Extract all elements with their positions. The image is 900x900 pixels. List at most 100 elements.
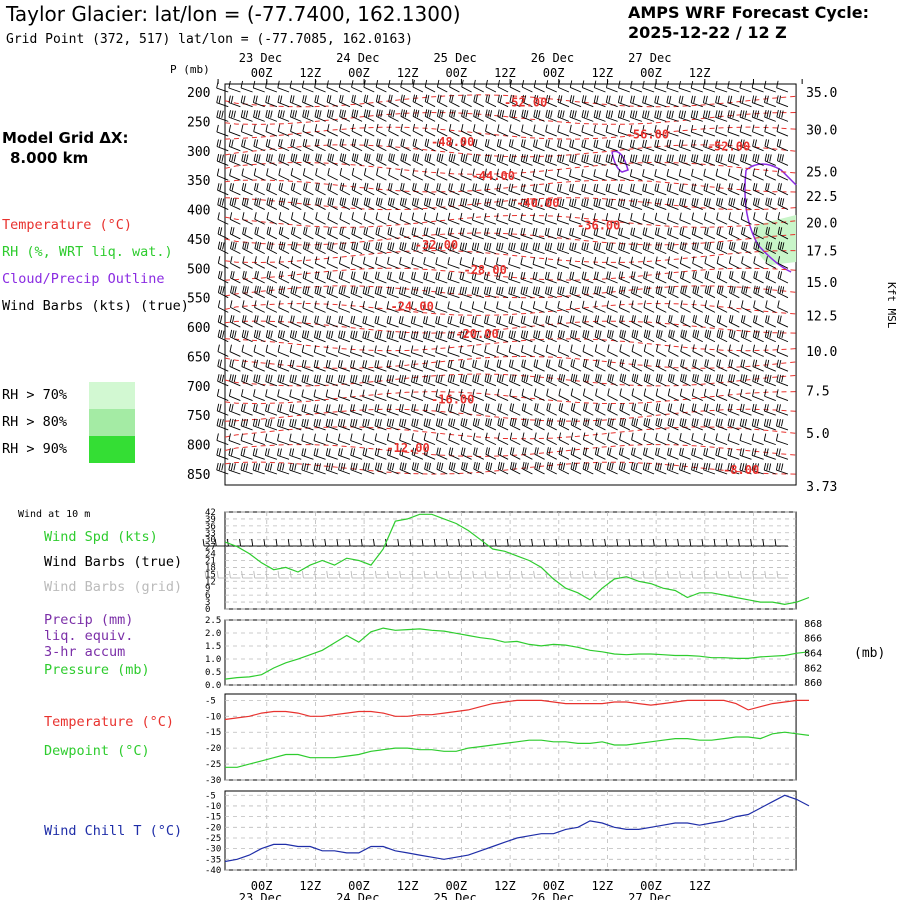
wind-barb: [484, 337, 497, 343]
wind-barb-flag: [242, 226, 245, 235]
wind-barb-flag: [350, 404, 353, 412]
wind-barb-flag: [268, 241, 272, 250]
sounding-panel: 2002503003504004505005506006507007508008…: [170, 51, 898, 900]
wind-barb: [291, 204, 302, 210]
wind-barb: [520, 307, 533, 313]
wind-barb-flag: [277, 418, 280, 427]
wind-barb-flag: [535, 315, 538, 324]
wind-barb-flag: [243, 110, 246, 118]
wind-barb-flag: [703, 433, 706, 441]
wind-barb-flag: [508, 257, 511, 265]
wind-barb: [423, 425, 436, 431]
wind-barb-flag: [352, 360, 355, 368]
wind-barb-flag: [217, 374, 220, 382]
wind-barb-flag: [386, 301, 390, 309]
wind-barb-flag: [607, 373, 610, 381]
wind-barb-flag: [671, 463, 675, 471]
wind-barb: [727, 116, 740, 122]
wind-barb-flag: [411, 242, 414, 250]
wind-barb-flag: [508, 271, 511, 280]
wind-barb-flag: [755, 286, 758, 294]
wind-barb-flag: [290, 197, 294, 205]
wind-barb-flag: [756, 374, 760, 383]
wind-barb-flag: [266, 300, 269, 308]
wind-barb: [362, 337, 375, 343]
temp-panel-y-tick: -20: [205, 744, 221, 754]
wind-barb: [509, 424, 521, 431]
wind-barb-flag: [572, 403, 576, 411]
wind-barb-flag: [366, 183, 369, 191]
wind-barb-flag: [691, 227, 695, 235]
wind-barb: [569, 263, 582, 269]
wind-barb-flag: [682, 374, 685, 382]
wind-barb-flag: [691, 433, 694, 441]
wind-barb-flag: [704, 314, 708, 323]
wind-barb-flag: [265, 139, 269, 147]
wind-barb: [485, 424, 497, 431]
wind-barb-flag: [399, 212, 403, 220]
wind-barb-flag: [463, 95, 466, 103]
wind-barb: [522, 468, 533, 475]
wind-barb-flag: [594, 315, 597, 323]
wind-barb: [314, 87, 326, 93]
wind-barb: [472, 263, 484, 269]
wind-barb: [217, 395, 229, 401]
wind-barb-flag: [353, 183, 357, 191]
wind-barb: [618, 278, 630, 284]
wind-barb-flag: [681, 242, 685, 250]
wind-barb-flag: [391, 375, 394, 383]
wind-barb-flag: [414, 183, 417, 191]
wind-barb-flag: [752, 389, 755, 397]
wind-barb: [314, 277, 326, 284]
wind-barb-flag: [240, 418, 244, 426]
wind-barb-flag: [754, 374, 757, 382]
wind-barb: [447, 322, 460, 328]
wind-barb-flag: [411, 256, 414, 265]
wind-barb: [242, 307, 253, 313]
wind-barb-flag: [447, 212, 451, 220]
wind-barb-flag: [484, 315, 487, 324]
wind-barb: [253, 410, 265, 416]
surface-wind-barb: [652, 538, 655, 547]
wind-barb-flag: [423, 286, 426, 294]
wind-barb-flag: [282, 286, 286, 294]
wind-barb-flag: [753, 285, 756, 293]
wind-barb-flag: [266, 315, 269, 323]
wind-barb-flag: [411, 418, 414, 426]
wind-barb-flag: [290, 138, 293, 147]
wind-barb-flag: [306, 330, 310, 339]
wind-barb-flag: [325, 404, 329, 412]
wind-barb: [472, 410, 484, 416]
wind-barb: [351, 101, 363, 108]
wind-barb-flag: [681, 139, 684, 148]
wind-barb: [691, 439, 703, 446]
wind-barb: [277, 116, 290, 122]
wind-barb-flag: [416, 198, 419, 206]
wind-barb: [557, 175, 570, 181]
wind-barb: [569, 307, 582, 313]
wind-barb-flag: [294, 463, 297, 471]
wind-barb-flag: [277, 330, 281, 338]
wind-barb: [265, 102, 278, 108]
wind-barb-flag: [678, 154, 682, 162]
wind-barb: [643, 277, 655, 284]
wind-barb-flag: [326, 94, 330, 103]
wind-barb-flag: [232, 241, 235, 250]
wind-barb: [666, 102, 679, 108]
wind-barb-flag: [510, 286, 514, 294]
height-tick-label: 17.5: [806, 245, 837, 260]
wind-barb: [424, 439, 436, 446]
wind-barb-flag: [338, 271, 342, 279]
wind-barb-flag: [377, 418, 380, 427]
wind-barb: [301, 425, 314, 431]
wind-barb: [278, 218, 290, 225]
wind-barb-flag: [436, 109, 440, 117]
grid-wind-barb: [569, 570, 572, 579]
grid-wind-barb: [752, 570, 755, 579]
wind-barb-flag: [376, 123, 379, 132]
wind-barb: [618, 116, 630, 122]
wind-barb-flag: [525, 110, 529, 118]
wind-barb-flag: [473, 447, 476, 455]
wind-barb-flag: [389, 404, 392, 412]
wind-barb-flag: [618, 462, 622, 470]
